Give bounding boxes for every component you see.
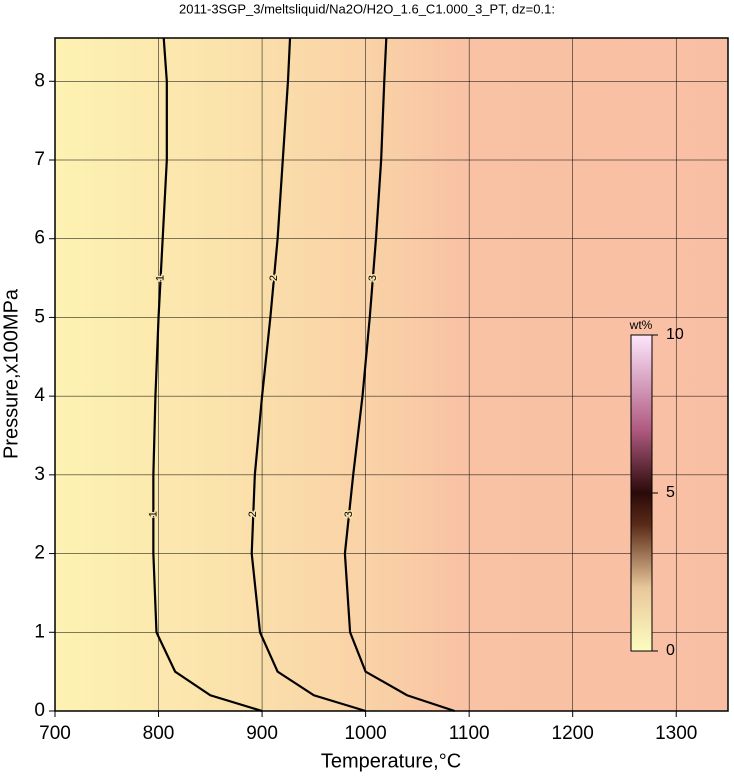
chart-title: 2011-3SGP_3/meltsliquid/Na2O/H2O_1.6_C1.… — [179, 1, 555, 16]
x-tick-label: 1200 — [552, 723, 594, 744]
x-tick-label: 800 — [143, 723, 175, 744]
x-tick-label: 1000 — [344, 723, 386, 744]
contour-label: 1 — [155, 275, 167, 281]
x-tick-label: 700 — [39, 723, 71, 744]
x-axis-label: Temperature,°C — [321, 750, 461, 772]
y-tick-label: 2 — [34, 543, 45, 564]
contour-label: 1 — [147, 511, 159, 517]
y-tick-label: 5 — [34, 306, 45, 327]
y-tick-label: 6 — [34, 228, 45, 249]
x-tick-label: 1100 — [449, 723, 490, 744]
y-tick-label: 7 — [34, 149, 45, 170]
colorbar-tick-label: 5 — [666, 484, 675, 501]
contour-line — [250, 37, 366, 713]
contour-label: 3 — [343, 511, 355, 517]
contour-label: 2 — [247, 511, 259, 517]
y-tick-label: 4 — [34, 385, 45, 406]
colorbar-label: wt% — [629, 318, 653, 332]
plot-frame — [54, 37, 729, 712]
y-tick-label: 8 — [34, 70, 45, 91]
contour-line — [343, 37, 456, 713]
contours: 1 1 2 2 3 3 — [146, 37, 456, 713]
contour-line — [152, 37, 263, 713]
x-tick-label: 1300 — [655, 723, 697, 744]
y-tick-label: 3 — [34, 464, 45, 485]
colorbar-tick-label: 10 — [666, 326, 684, 343]
y-axis-label: Pressure,x100MPa — [0, 288, 22, 459]
y-tick-label: 1 — [34, 621, 45, 642]
colorbar — [630, 334, 653, 652]
contour-label: 3 — [367, 275, 379, 281]
contour-label: 2 — [268, 275, 280, 281]
colorbar-tick-label: 0 — [666, 642, 675, 659]
y-tick-label: 0 — [34, 700, 45, 721]
x-tick-label: 900 — [246, 723, 278, 744]
